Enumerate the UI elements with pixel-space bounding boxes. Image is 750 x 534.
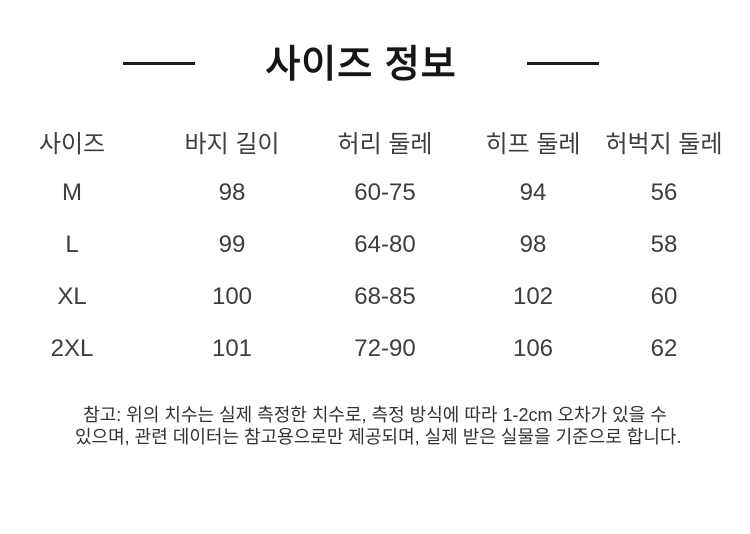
size-label-xl: XL (57, 283, 87, 310)
size-table: 사이즈 바지 길이 허리 둘레 히프 둘레 허벅지 둘레 M 98 60-75 … (0, 115, 723, 375)
table-cell: 98 (519, 231, 547, 258)
measurement-note-line-2: 있으며, 관련 데이터는 참고용으로만 제공되며, 실제 받은 실물을 기준으로… (75, 427, 682, 447)
table-cell: 60-75 (354, 179, 416, 206)
table-cell: 56 (650, 179, 678, 206)
table-cell: 62 (650, 335, 678, 362)
table-cell: 101 (211, 335, 253, 362)
size-label-l: L (65, 231, 79, 258)
column-header-waist: 허리 둘레 (337, 130, 433, 158)
table-cell: 72-90 (354, 335, 416, 362)
table-cell: 58 (650, 231, 678, 258)
size-label-m: M (62, 179, 82, 206)
table-cell: 106 (512, 335, 554, 362)
column-header-size: 사이즈 (38, 130, 106, 158)
title-block: 사이즈 정보 (0, 36, 736, 86)
table-cell: 60 (650, 283, 678, 310)
column-header-pants-length: 바지 길이 (184, 130, 280, 158)
page-title: 사이즈 정보 (265, 43, 457, 86)
table-cell: 64-80 (354, 231, 416, 258)
table-cell: 102 (512, 283, 554, 310)
title-rule-right (526, 61, 599, 65)
table-cell: 100 (211, 283, 253, 310)
column-header-hip: 히프 둘레 (485, 130, 581, 158)
size-label-2xl: 2XL (50, 335, 94, 362)
table-cell: 99 (218, 231, 246, 258)
table-cell: 68-85 (354, 283, 416, 310)
measurement-note: 참고: 위의 치수는 실제 측정한 치수로, 측정 방식에 따라 1-2cm 오… (75, 404, 682, 448)
measurement-note-line-1: 참고: 위의 치수는 실제 측정한 치수로, 측정 방식에 따라 1-2cm 오… (83, 405, 667, 425)
column-header-thigh: 허벅지 둘레 (605, 130, 723, 158)
table-cell: 94 (519, 179, 547, 206)
table-cell: 98 (218, 179, 246, 206)
title-rule-left (123, 61, 196, 65)
